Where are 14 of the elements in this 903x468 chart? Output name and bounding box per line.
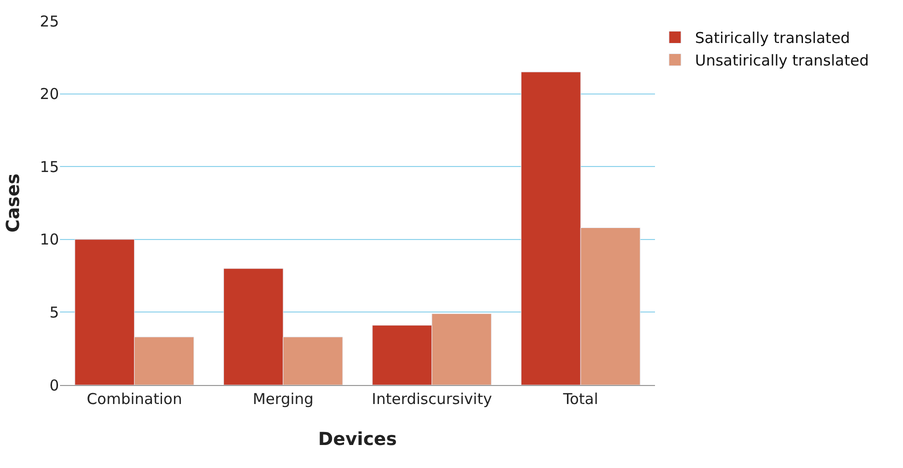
x-tick-label: Combination xyxy=(86,390,182,408)
y-tick-label: 15 xyxy=(40,158,59,176)
y-tick-label: 20 xyxy=(40,85,59,104)
y-axis-title: Cases xyxy=(3,174,24,232)
legend-label: Unsatirically translated xyxy=(695,52,869,70)
y-tick-label: 10 xyxy=(40,230,59,249)
x-tick-label: Total xyxy=(562,390,598,408)
legend-label: Satirically translated xyxy=(695,29,850,48)
y-tick-label: 0 xyxy=(49,376,59,394)
x-tick-label: Interdiscursivity xyxy=(372,390,492,408)
x-axis-title: Devices xyxy=(318,429,397,450)
x-tick-label: Merging xyxy=(252,390,314,408)
y-tick-label: 5 xyxy=(49,303,59,322)
y-tick-label: 25 xyxy=(40,12,59,30)
